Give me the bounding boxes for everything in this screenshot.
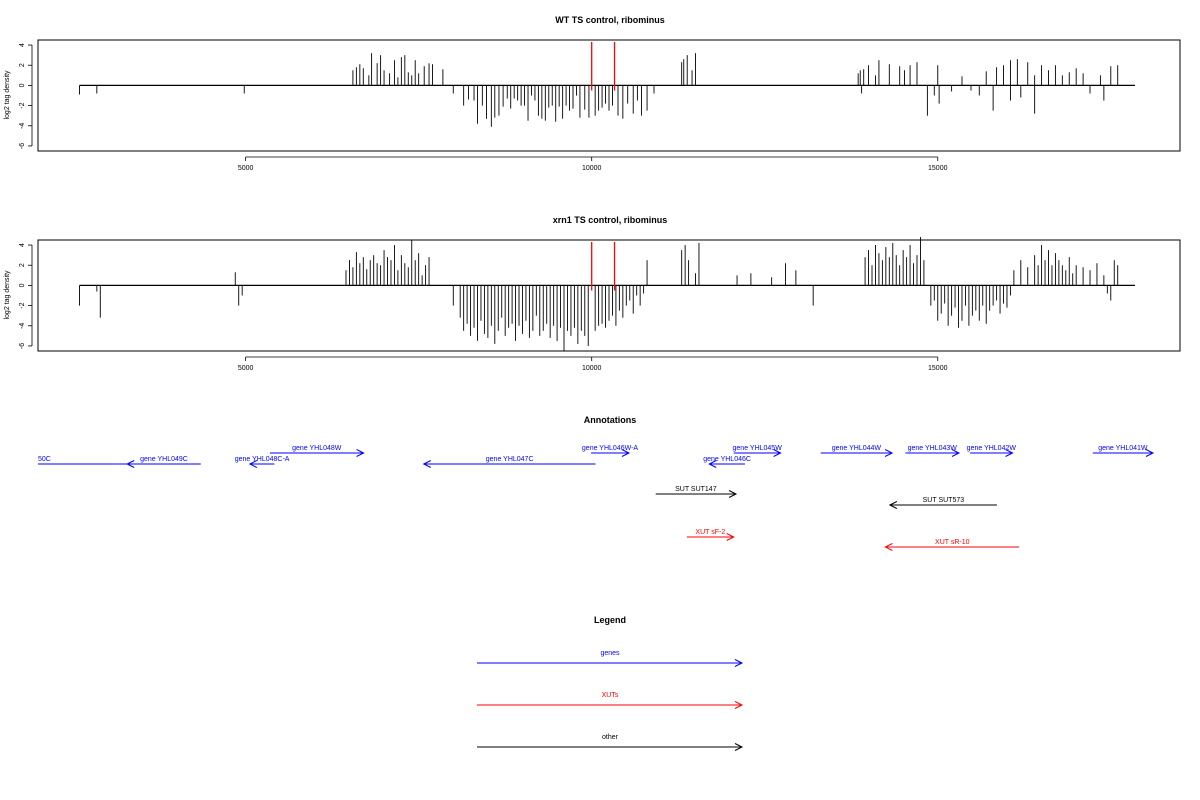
feature-arrow-head <box>1145 449 1155 457</box>
x-tick-label: 5000 <box>238 365 254 372</box>
feature-label: SUT SUT573 <box>923 497 965 504</box>
feature-label: gene YHL046W-A <box>582 445 638 452</box>
feature-arrow-head <box>728 490 738 498</box>
marker-lines <box>591 242 616 291</box>
y-tick-label: -6 <box>19 143 26 149</box>
feature-arrow-head <box>248 460 258 468</box>
y-tick-label: 4 <box>19 43 26 47</box>
annotations-panel: Annotations 50C gene YHL049C gene YHL048C-… <box>38 415 1155 551</box>
feature-label: gene YHL049C <box>140 456 188 463</box>
feature-arrow-head <box>884 449 894 457</box>
feature-label: gene YHL048W <box>292 445 342 452</box>
feature-arrow-head <box>773 449 782 457</box>
feature-label: gene YHL044W <box>832 445 882 452</box>
x-tick-label: 10000 <box>582 165 602 172</box>
legend-label: other <box>602 734 619 741</box>
legend-label: XUTs <box>602 692 619 699</box>
feature-arrow-head <box>356 449 365 457</box>
feature-gene: gene YHL041W <box>1092 445 1155 457</box>
feature-label: gene YHL042W <box>967 445 1017 452</box>
feature-arrow-head <box>888 501 898 509</box>
feature-gene: gene YHL047C <box>422 456 596 468</box>
feature-gene: gene YHL045W <box>733 445 783 457</box>
x-tick-label: 15000 <box>928 165 948 172</box>
y-tick-label: 0 <box>19 83 26 87</box>
legend-items: genes XUTs other <box>477 650 744 751</box>
legend-title: Legend <box>594 615 626 625</box>
feature-gene: gene YHL048C-A <box>235 456 290 468</box>
feature-gene: gene YHL046W-A <box>582 445 638 457</box>
y-axis-label: log2 tag density <box>4 270 11 320</box>
feature-arrow-head <box>621 449 631 457</box>
annotations-title: Annotations <box>584 415 637 425</box>
feature-label: gene YHL045W <box>733 445 783 452</box>
legend-label: genes <box>600 650 620 657</box>
feature-gene: gene YHL042W <box>967 445 1017 457</box>
feature-gene: gene YHL048W <box>269 445 365 457</box>
feature-gene: gene YHL043W <box>905 445 961 457</box>
feature-arrow-head <box>726 533 735 541</box>
axes: -6 -4 -2 0 2 4 5000 10000 15000 <box>19 243 1136 372</box>
legend: Legend genes XUTs other <box>477 615 744 751</box>
feature-label: gene YHL041W <box>1098 445 1148 452</box>
x-tick-label: 5000 <box>238 165 254 172</box>
y-tick-label: -4 <box>19 323 26 329</box>
legend-arrow-head <box>734 701 744 709</box>
y-tick-label: 4 <box>19 243 26 247</box>
xrn1-density-panel: xrn1 TS control, ribominus log2 tag dens… <box>4 215 1181 372</box>
x-tick-label: 15000 <box>928 365 948 372</box>
legend-arrow-head <box>734 743 744 751</box>
feature-label: gene YHL047C <box>486 456 534 463</box>
feature-gene: gene YHL046C <box>703 456 751 468</box>
feature-label: gene YHL048C-A <box>235 456 290 463</box>
plot-frame <box>37 39 1181 152</box>
marker-lines <box>591 42 616 91</box>
plot-frame <box>37 239 1181 352</box>
y-tick-label: 2 <box>19 263 26 267</box>
feature-label: gene YHL046C <box>703 456 751 463</box>
x-tick-label: 10000 <box>582 365 602 372</box>
feature-gene: 50C <box>38 456 152 465</box>
feature-other: SUT SUT147 <box>655 486 738 498</box>
legend-item: genes <box>477 650 744 667</box>
feature-other: SUT SUT573 <box>888 497 997 509</box>
panel-title: WT TS control, ribominus <box>555 15 665 25</box>
feature-label: XUT sF-2 <box>695 529 725 536</box>
y-tick-label: 0 <box>19 283 26 287</box>
feature-xut: XUT sR-10 <box>884 539 1020 551</box>
density-bars <box>79 53 1119 127</box>
y-tick-label: 2 <box>19 63 26 67</box>
y-tick-label: -2 <box>19 102 26 108</box>
y-tick-label: -6 <box>19 343 26 349</box>
feature-arrow-head <box>422 460 432 468</box>
feature-label: XUT sR-10 <box>935 539 970 546</box>
y-tick-label: -4 <box>19 123 26 129</box>
feature-gene: gene YHL044W <box>820 445 894 457</box>
feature-arrow-head <box>708 460 717 468</box>
density-bars <box>79 236 1119 351</box>
feature-label: gene YHL043W <box>908 445 958 452</box>
wt-density-panel: WT TS control, ribominus log2 tag densit… <box>4 15 1181 172</box>
feature-xut: XUT sF-2 <box>686 529 735 541</box>
feature-arrow-head <box>884 543 893 551</box>
axes: -6 -4 -2 0 2 4 5000 10000 15000 <box>19 43 1136 172</box>
feature-arrow-head <box>951 449 961 457</box>
legend-item: other <box>477 734 744 751</box>
panel-title: xrn1 TS control, ribominus <box>553 215 668 225</box>
legend-arrow-head <box>734 659 744 667</box>
feature-arrow-head <box>1005 449 1014 457</box>
feature-arrow-head <box>126 460 135 468</box>
feature-label: 50C <box>38 456 51 463</box>
feature-gene: gene YHL049C <box>126 456 201 468</box>
feature-label: SUT SUT147 <box>675 486 717 493</box>
y-tick-label: -2 <box>19 302 26 308</box>
legend-item: XUTs <box>477 692 744 709</box>
y-axis-label: log2 tag density <box>4 70 11 120</box>
